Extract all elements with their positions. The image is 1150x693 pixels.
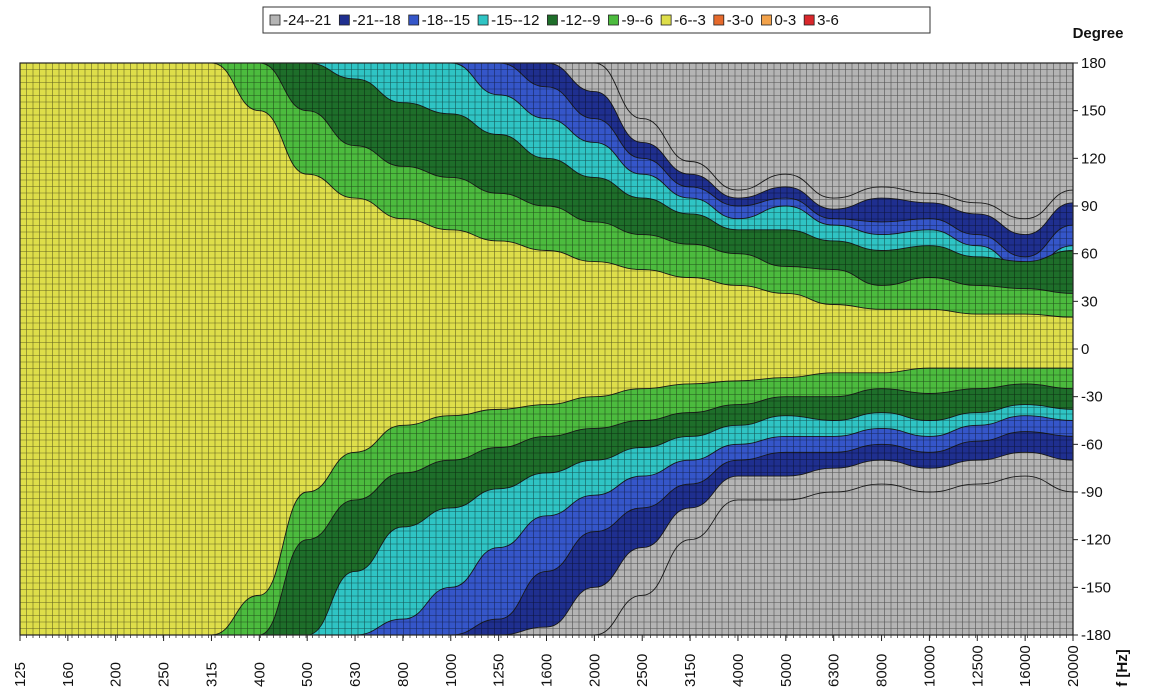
y-tick-label: -90 (1081, 484, 1103, 501)
x-tick-label: 1600 (539, 654, 556, 687)
x-tick-label: 250 (156, 662, 173, 687)
x-tick-label: 6300 (826, 654, 843, 687)
legend-label: -18--15 (422, 12, 470, 29)
y-axis-label: Degree (1073, 25, 1124, 42)
legend-label: -21--18 (352, 12, 400, 29)
y-tick-label: -30 (1081, 389, 1103, 406)
x-tick-label: 10000 (921, 645, 938, 687)
x-tick-label: 800 (395, 662, 412, 687)
x-tick-label: 500 (299, 662, 316, 687)
x-tick-label: 8000 (874, 654, 891, 687)
y-tick-label: -60 (1081, 436, 1103, 453)
x-tick-label: 315 (203, 662, 220, 687)
x-tick-label: 4000 (730, 654, 747, 687)
x-tick-label: 200 (108, 662, 125, 687)
legend-swatch (608, 14, 619, 26)
x-tick-label: 16000 (1017, 645, 1034, 687)
legend-swatch (713, 14, 725, 26)
legend-label: -12--9 (560, 12, 600, 29)
y-tick-label: 180 (1081, 55, 1106, 72)
y-tick-label: 150 (1081, 103, 1106, 120)
y-axis: 180 150 120 90 60 30 0 -30 -60 -90 -120 -150 -180 (1073, 55, 1111, 644)
legend-swatch (408, 14, 420, 26)
legend-swatch (660, 14, 672, 26)
y-tick-label: 0 (1081, 341, 1089, 358)
y-tick-label: 30 (1081, 293, 1098, 310)
legend-label: 3-6 (817, 12, 839, 29)
legend-label: -3-0 (727, 12, 754, 29)
legend-label: -15--12 (491, 12, 539, 29)
x-tick-label: 160 (60, 662, 77, 687)
legend-label: -9--6 (621, 12, 653, 29)
x-tick-label: 2500 (634, 654, 651, 687)
y-tick-label: 120 (1081, 150, 1106, 167)
x-tick-label: 20000 (1065, 645, 1082, 687)
x-tick-label: 1000 (443, 654, 460, 687)
x-tick-label: 12500 (969, 645, 986, 687)
y-tick-label: -120 (1081, 532, 1111, 549)
y-tick-label: -180 (1081, 627, 1111, 644)
grid-mesh (20, 63, 1073, 635)
x-tick-label: 400 (251, 662, 268, 687)
y-tick-label: 90 (1081, 198, 1098, 215)
legend-label: -24--21 (283, 12, 331, 29)
legend-label: -6--3 (674, 12, 706, 29)
legend-swatch (547, 14, 558, 26)
y-tick-label: -150 (1081, 579, 1111, 596)
x-tick-label: 5000 (778, 654, 795, 687)
x-tick-label: 1250 (491, 654, 508, 687)
x-axis: 125 160 200 250 315 400 500 630 800 1000 1250 1600 2… (12, 635, 1082, 687)
x-axis-label: f [Hz] (1114, 649, 1131, 687)
legend-label: 0-3 (774, 12, 796, 29)
legend-swatch (338, 14, 350, 26)
chart-legend: -24--21 -21--18 -18--15 -15--12 -12--9 -9--6 -… (262, 6, 931, 34)
legend-box (262, 6, 931, 34)
y-tick-label: 60 (1081, 246, 1098, 263)
x-tick-label: 125 (12, 662, 29, 687)
plot-area (19, 62, 1074, 636)
legend-swatch (477, 14, 489, 26)
x-tick-label: 630 (347, 662, 364, 687)
x-tick-label: 3150 (682, 654, 699, 687)
legend-swatch (803, 14, 815, 26)
legend-swatch (761, 14, 772, 26)
x-tick-label: 2000 (586, 654, 603, 687)
legend-swatch (269, 14, 281, 26)
